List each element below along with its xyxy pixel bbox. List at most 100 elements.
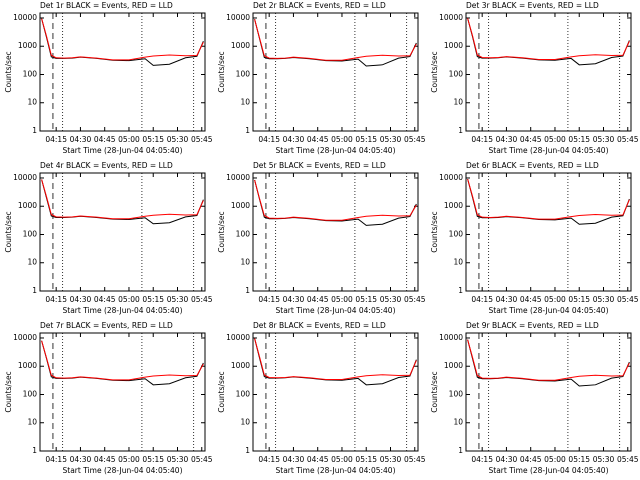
y-tick-label: 10000: [13, 173, 37, 182]
x-tick-label: 04:45: [307, 135, 329, 144]
y-tick-label: 1000: [18, 201, 37, 210]
x-axis-label: Start Time (28-Jun-04 04:05:40): [276, 306, 396, 315]
chart-title: Det 7r BLACK = Events, RED = LLD: [40, 321, 173, 330]
x-tick-label: 05:15: [355, 135, 377, 144]
x-tick-label: 05:30: [593, 135, 615, 144]
plot-frame: [252, 172, 419, 292]
data-line: [467, 339, 630, 381]
y-tick-label: 10000: [13, 13, 37, 22]
data-line: [467, 18, 630, 60]
y-axis-label: Counts/sec: [4, 371, 13, 412]
y-tick-label: 100: [449, 389, 464, 398]
x-tick-label: 05:15: [142, 135, 164, 144]
y-tick-label: 10: [240, 258, 250, 267]
x-tick-label: 04:30: [496, 295, 518, 304]
x-axis-label: Start Time (28-Jun-04 04:05:40): [276, 466, 396, 475]
x-tick-label: 05:00: [118, 295, 140, 304]
y-tick-label: 1000: [231, 41, 250, 50]
y-axis-label: Counts/sec: [217, 371, 226, 412]
x-tick-label: 05:30: [380, 295, 402, 304]
x-tick-label: 05:30: [593, 295, 615, 304]
y-tick-label: 100: [23, 389, 38, 398]
x-tick-label: 05:30: [167, 135, 189, 144]
data-line: [41, 18, 204, 61]
y-tick-label: 100: [23, 69, 38, 78]
plot-frame: [39, 332, 206, 452]
plot-frame: [39, 12, 206, 132]
data-line: [254, 179, 417, 221]
x-axis-label: Start Time (28-Jun-04 04:05:40): [276, 146, 396, 155]
x-tick-label: 04:15: [258, 455, 280, 464]
x-axis-label: Start Time (28-Jun-04 04:05:40): [489, 466, 609, 475]
y-tick-label: 1: [458, 126, 463, 135]
chart-title: Det 2r BLACK = Events, RED = LLD: [253, 1, 386, 10]
y-tick-label: 1000: [444, 361, 463, 370]
plot-frame: [465, 12, 632, 132]
x-tick-label: 04:45: [520, 455, 542, 464]
y-axis-label: Counts/sec: [217, 51, 226, 92]
x-tick-label: 04:45: [94, 295, 116, 304]
y-tick-label: 10000: [13, 333, 37, 342]
x-axis-label: Start Time (28-Jun-04 04:05:40): [63, 466, 183, 475]
plot-frame: [39, 172, 206, 292]
x-tick-label: 05:30: [380, 135, 402, 144]
x-tick-label: 05:00: [331, 295, 353, 304]
plot-frame: [252, 332, 419, 452]
x-tick-label: 05:45: [191, 455, 213, 464]
x-tick-label: 04:45: [94, 455, 116, 464]
y-tick-label: 10000: [226, 333, 250, 342]
y-tick-label: 100: [236, 389, 251, 398]
data-line: [467, 339, 630, 387]
x-tick-label: 05:45: [404, 455, 426, 464]
y-tick-label: 1: [32, 446, 37, 455]
x-tick-label: 04:15: [471, 295, 493, 304]
y-tick-label: 1: [245, 126, 250, 135]
x-tick-label: 04:30: [70, 455, 92, 464]
x-tick-label: 04:15: [45, 135, 67, 144]
x-tick-label: 05:30: [167, 295, 189, 304]
x-tick-label: 05:30: [380, 455, 402, 464]
x-tick-label: 05:45: [191, 135, 213, 144]
y-tick-label: 100: [236, 69, 251, 78]
y-tick-label: 10: [453, 418, 463, 427]
x-tick-label: 05:00: [118, 455, 140, 464]
y-tick-label: 10: [453, 258, 463, 267]
y-tick-label: 100: [23, 229, 38, 238]
y-tick-label: 1000: [231, 201, 250, 210]
x-axis-label: Start Time (28-Jun-04 04:05:40): [489, 306, 609, 315]
chart-title: Det 5r BLACK = Events, RED = LLD: [253, 161, 386, 170]
chart-title: Det 6r BLACK = Events, RED = LLD: [466, 161, 599, 170]
data-line: [41, 340, 204, 381]
x-tick-label: 05:30: [593, 455, 615, 464]
x-axis-label: Start Time (28-Jun-04 04:05:40): [63, 146, 183, 155]
x-tick-label: 04:15: [471, 135, 493, 144]
x-tick-label: 04:30: [283, 295, 305, 304]
y-tick-label: 1000: [18, 41, 37, 50]
x-tick-label: 05:15: [568, 135, 590, 144]
x-tick-label: 05:00: [331, 135, 353, 144]
y-tick-label: 100: [449, 69, 464, 78]
chart-title: Det 9r BLACK = Events, RED = LLD: [466, 321, 599, 330]
y-axis-label: Counts/sec: [4, 211, 13, 252]
x-axis-label: Start Time (28-Jun-04 04:05:40): [63, 306, 183, 315]
y-tick-label: 1: [245, 446, 250, 455]
x-tick-label: 05:00: [331, 455, 353, 464]
x-tick-label: 04:45: [520, 295, 542, 304]
y-tick-label: 1000: [444, 41, 463, 50]
x-tick-label: 04:45: [307, 295, 329, 304]
y-tick-label: 1: [32, 126, 37, 135]
y-axis-label: Counts/sec: [217, 211, 226, 252]
x-tick-label: 05:00: [544, 135, 566, 144]
y-axis-label: Counts/sec: [4, 51, 13, 92]
x-tick-label: 04:45: [307, 455, 329, 464]
y-tick-label: 10: [453, 98, 463, 107]
y-tick-label: 10: [240, 98, 250, 107]
x-tick-label: 04:30: [496, 455, 518, 464]
plot-frame: [252, 12, 419, 132]
x-tick-label: 05:15: [355, 455, 377, 464]
x-tick-label: 04:30: [70, 295, 92, 304]
x-tick-label: 04:15: [471, 455, 493, 464]
y-tick-label: 1000: [444, 201, 463, 210]
chart-title: Det 4r BLACK = Events, RED = LLD: [40, 161, 173, 170]
